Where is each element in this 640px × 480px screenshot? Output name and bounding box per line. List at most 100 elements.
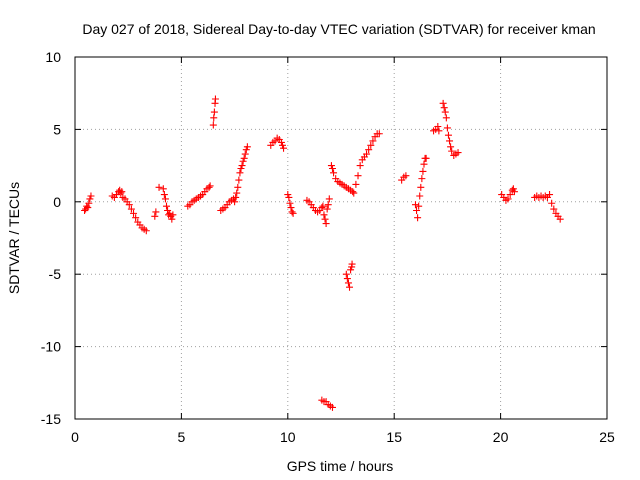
data-point <box>447 143 455 151</box>
data-point <box>510 188 518 196</box>
data-point <box>321 215 329 223</box>
data-point <box>210 108 218 116</box>
data-point <box>422 154 430 162</box>
chart-title: Day 027 of 2018, Sidereal Day-to-day VTE… <box>82 21 595 37</box>
data-point <box>363 150 371 158</box>
data-point <box>352 180 360 188</box>
data-point <box>284 191 292 199</box>
data-point <box>550 205 558 213</box>
x-tick-label: 0 <box>71 429 79 445</box>
data-point <box>356 162 364 170</box>
x-tick-label: 20 <box>493 429 509 445</box>
data-point <box>504 195 512 203</box>
data-point <box>328 403 336 411</box>
data-point <box>233 189 241 197</box>
data-point <box>211 95 219 103</box>
data-point <box>440 104 448 112</box>
data-point <box>240 154 248 162</box>
axis-ticks <box>74 56 608 420</box>
data-point <box>348 260 356 268</box>
data-point <box>84 204 92 212</box>
data-point <box>289 209 297 217</box>
data-point <box>81 206 89 214</box>
y-tick-label: -15 <box>41 411 61 427</box>
data-point <box>125 201 133 209</box>
y-tick-label: 5 <box>53 121 61 137</box>
data-point <box>236 169 244 177</box>
y-tick-label: -5 <box>49 266 62 282</box>
data-point <box>327 162 335 170</box>
data-point <box>231 198 239 206</box>
data-point <box>232 193 240 201</box>
data-point <box>163 202 171 210</box>
data-point <box>416 192 424 200</box>
data-point <box>548 199 556 207</box>
data-point <box>446 137 454 145</box>
grid-lines <box>75 57 607 419</box>
data-point <box>402 172 410 180</box>
data-point <box>324 201 332 209</box>
data-point <box>241 150 249 158</box>
data-point <box>86 195 94 203</box>
data-point <box>369 137 377 145</box>
data-point <box>142 227 150 235</box>
data-point <box>413 206 421 214</box>
data-point <box>152 208 160 216</box>
data-point <box>323 205 331 213</box>
data-point <box>132 214 140 222</box>
data-point <box>347 266 355 274</box>
data-point <box>443 124 451 132</box>
data-point <box>509 185 517 193</box>
data-point <box>556 215 564 223</box>
data-point <box>239 157 247 165</box>
data-point <box>320 211 328 219</box>
data-point <box>238 162 246 170</box>
data-point <box>343 275 351 283</box>
data-point <box>546 191 554 199</box>
y-tick-label: 0 <box>53 194 61 210</box>
data-point <box>330 169 338 177</box>
data-point <box>242 146 250 154</box>
data-point <box>127 205 135 213</box>
x-tick-labels: 0 5 10 15 20 25 <box>71 429 615 445</box>
data-point <box>287 204 295 212</box>
data-point <box>444 131 452 139</box>
data-point <box>350 189 358 197</box>
y-tick-label: -10 <box>41 339 61 355</box>
y-tick-labels: -15 -10 -5 0 5 10 <box>41 49 61 427</box>
plot-frame <box>74 56 608 420</box>
data-point <box>418 175 426 183</box>
data-point <box>325 195 333 203</box>
data-point <box>415 202 423 210</box>
x-tick-label: 25 <box>599 429 615 445</box>
data-points <box>81 95 564 411</box>
data-point <box>414 214 422 222</box>
data-point <box>243 143 251 151</box>
data-point <box>205 183 213 191</box>
data-point <box>328 164 336 172</box>
data-point <box>420 160 428 168</box>
data-point <box>151 212 159 220</box>
data-point <box>155 183 163 191</box>
data-point <box>161 195 169 203</box>
data-point <box>118 188 126 196</box>
data-point <box>434 123 442 131</box>
x-tick-label: 10 <box>280 429 296 445</box>
y-tick-label: 10 <box>45 49 61 65</box>
data-point <box>411 201 419 209</box>
data-point <box>286 199 294 207</box>
data-point <box>441 108 449 116</box>
data-point <box>288 208 296 216</box>
data-point <box>169 211 177 219</box>
data-point <box>344 279 352 287</box>
data-point <box>349 188 357 196</box>
data-point <box>346 283 354 291</box>
data-point <box>87 192 95 200</box>
data-point <box>210 114 218 122</box>
data-point <box>417 183 425 191</box>
x-tick-label: 15 <box>386 429 402 445</box>
data-point <box>166 209 174 217</box>
data-point <box>206 182 214 190</box>
data-point <box>130 209 138 217</box>
